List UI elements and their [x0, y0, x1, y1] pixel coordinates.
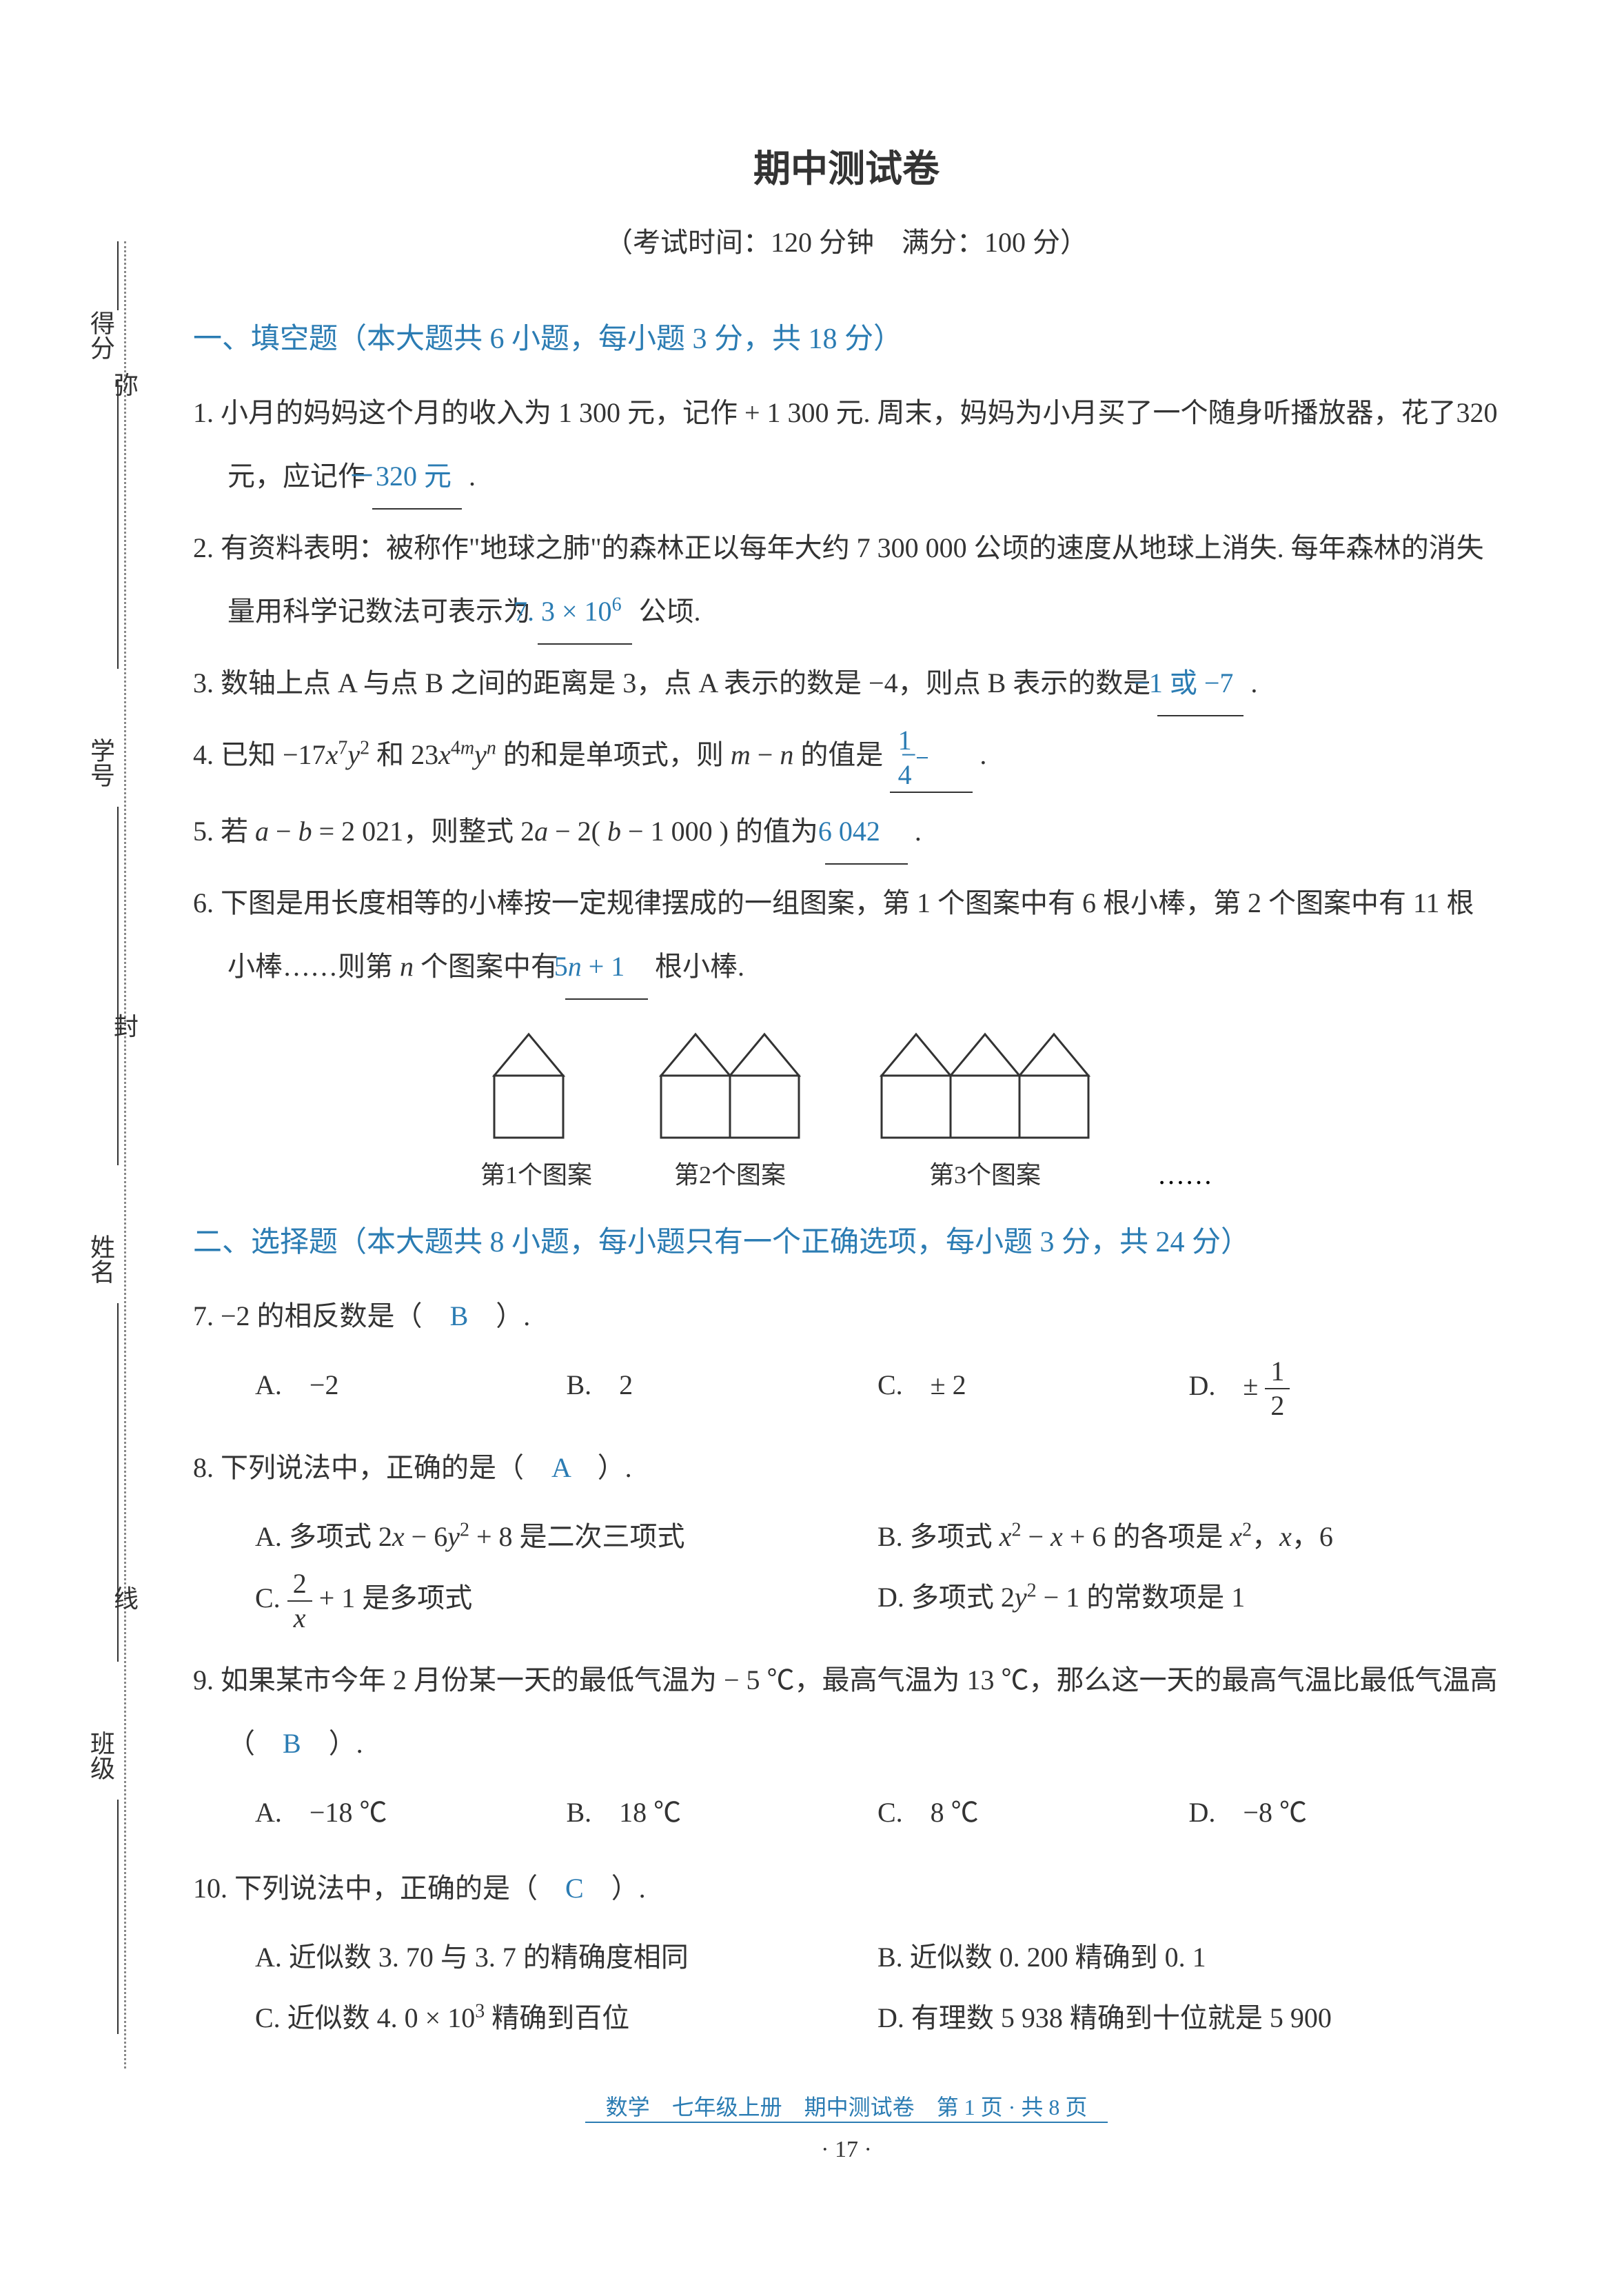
question-5: 5. 若 a − b = 2 021，则整式 2a − 2( b − 1 000… [193, 800, 1500, 865]
sidebar-score-label: 得分 [83, 310, 119, 360]
option-10a: A. 近似数 3. 70 与 3. 7 的精确度相同 [255, 1927, 877, 1988]
question-10: 10. 下列说法中，正确的是（ C ）. [193, 1857, 1500, 1920]
sidebar-name-label: 姓名 [83, 1234, 119, 1284]
seal-line [124, 241, 126, 2068]
question-6: 6. 下图是用长度相等的小棒按一定规律摆成的一组图案，第 1 个图案中有 6 根… [193, 872, 1500, 1000]
answer-7: B [450, 1300, 469, 1331]
section1-header: 一、填空题（本大题共 6 小题，每小题 3 分，共 18 分） [193, 315, 1500, 357]
option-8a: A. 多项式 2x − 6y2 + 8 是二次三项式 [255, 1507, 877, 1567]
answer-sidebar: 得分 学号 姓名 班级 [83, 241, 152, 2034]
figure-1-label: 第1个图案 [480, 1155, 592, 1191]
option-10b: B. 近似数 0. 200 精确到 0. 1 [877, 1927, 1500, 1988]
options-7: A. −2 B. 2 C. ± 2 D. ± 12 [193, 1355, 1500, 1422]
sidebar-id-label: 学号 [83, 738, 119, 787]
question-2: 2. 有资料表明：被称作"地球之肺"的森林正以每年大约 7 300 000 公顷… [193, 516, 1500, 645]
answer-10: C [565, 1873, 584, 1904]
figure-1: 第1个图案 [480, 1027, 592, 1191]
figure-3: 第3个图案 [868, 1027, 1102, 1191]
page-subtitle: （考试时间：120 分钟 满分：100 分） [193, 220, 1500, 260]
page-number: · 17 · [193, 2137, 1500, 2163]
answer-6: 5n + 1 [565, 935, 648, 1000]
answer-5: 6 042 [825, 800, 908, 865]
figure-3-label: 第3个图案 [868, 1155, 1102, 1191]
option-7b: B. 2 [567, 1355, 878, 1422]
option-10d: D. 有理数 5 938 精确到十位就是 5 900 [877, 1988, 1500, 2049]
option-8c: C. 2x + 1 是多项式 [255, 1567, 877, 1635]
question-4: 4. 已知 −17x7y2 和 23x4myn 的和是单项式，则 m − n 的… [193, 723, 1500, 793]
answer-8: A [551, 1452, 570, 1483]
answer-1: －320 元 [372, 445, 462, 510]
option-7a: A. −2 [255, 1355, 567, 1422]
question-1: 1. 小月的妈妈这个月的收入为 1 300 元，记作 + 1 300 元. 周末… [193, 381, 1500, 510]
question-9: 9. 如果某市今年 2 月份某一天的最低气温为 − 5 ℃，最高气温为 13 ℃… [193, 1649, 1500, 1775]
option-9b: B. 18 ℃ [567, 1782, 878, 1843]
answer-3: −1 或 −7 [1157, 652, 1244, 716]
option-8b: B. 多项式 x2 − x + 6 的各项是 x2，x，6 [877, 1507, 1500, 1567]
option-8d: D. 多项式 2y2 − 1 的常数项是 1 [877, 1567, 1500, 1635]
option-10c: C. 近似数 4. 0 × 103 精确到百位 [255, 1988, 877, 2049]
page-footer: 数学 七年级上册 期中测试卷 第 1 页 · 共 8 页 [193, 2090, 1500, 2123]
pattern-figures: 第1个图案 第2个图案 第3个图案 …… [193, 1027, 1500, 1191]
seal-mark-xian: 线 [114, 1579, 139, 1615]
question-3: 3. 数轴上点 A 与点 B 之间的距离是 3，点 A 表示的数是 −4，则点 … [193, 652, 1500, 716]
options-10: A. 近似数 3. 70 与 3. 7 的精确度相同 B. 近似数 0. 200… [193, 1927, 1500, 2049]
options-8: A. 多项式 2x − 6y2 + 8 是二次三项式 B. 多项式 x2 − x… [193, 1507, 1500, 1635]
option-9c: C. 8 ℃ [877, 1782, 1189, 1843]
sidebar-class-label: 班级 [83, 1731, 119, 1780]
footer-text: 数学 七年级上册 期中测试卷 第 1 页 · 共 8 页 [585, 2090, 1108, 2123]
page-title: 期中测试卷 [193, 138, 1500, 192]
options-9: A. −18 ℃ B. 18 ℃ C. 8 ℃ D. −8 ℃ [193, 1782, 1500, 1843]
question-7: 7. −2 的相反数是（ B ）. [193, 1285, 1500, 1348]
answer-4: −14 [890, 723, 973, 793]
figure-2: 第2个图案 [647, 1027, 813, 1191]
option-9a: A. −18 ℃ [255, 1782, 567, 1843]
section2-header: 二、选择题（本大题共 8 小题，每小题只有一个正确选项，每小题 3 分，共 24… [193, 1218, 1500, 1260]
seal-mark-mi: 弥 [114, 365, 139, 401]
figure-2-label: 第2个图案 [647, 1155, 813, 1191]
ellipsis: …… [1157, 1158, 1212, 1191]
option-7c: C. ± 2 [877, 1355, 1189, 1422]
option-9d: D. −8 ℃ [1189, 1782, 1501, 1843]
question-8: 8. 下列说法中，正确的是（ A ）. [193, 1436, 1500, 1500]
seal-mark-feng: 封 [114, 1007, 139, 1043]
option-7d: D. ± 12 [1189, 1355, 1501, 1422]
answer-2: 7. 3 × 106 [538, 580, 632, 645]
answer-9: B [283, 1728, 301, 1759]
